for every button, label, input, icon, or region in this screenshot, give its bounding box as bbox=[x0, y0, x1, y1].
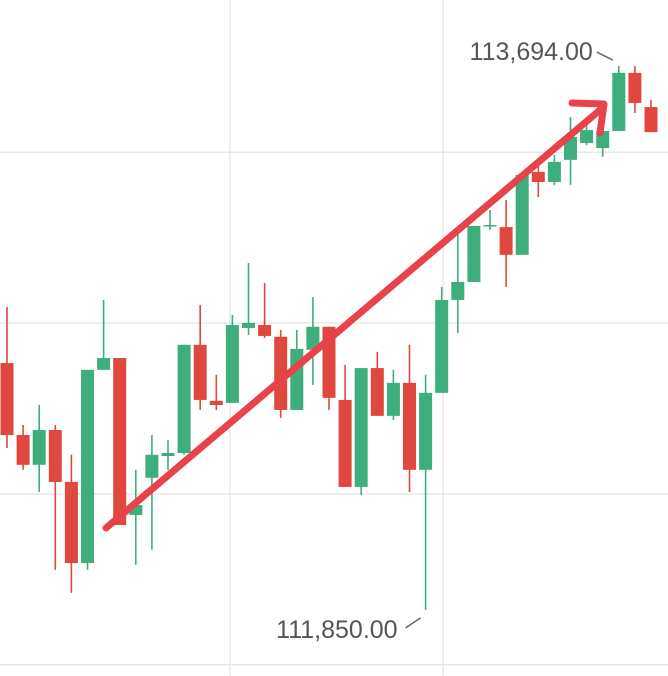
candle-body bbox=[145, 454, 159, 478]
candle-body bbox=[97, 358, 111, 370]
candle-body bbox=[306, 326, 320, 350]
candle-body bbox=[177, 344, 191, 454]
candle-body bbox=[193, 344, 207, 400]
candle-body bbox=[531, 171, 545, 182]
arrow-shaft bbox=[102, 106, 604, 532]
candle-body bbox=[467, 225, 481, 282]
annotation-leader bbox=[596, 51, 614, 61]
candle-body bbox=[612, 72, 626, 131]
annotation-leader bbox=[405, 617, 422, 629]
candle-body bbox=[16, 435, 30, 465]
candle-body bbox=[451, 281, 465, 300]
candle-body bbox=[499, 227, 513, 255]
candle-body bbox=[161, 453, 175, 456]
candle-body bbox=[419, 392, 433, 470]
candle-body bbox=[258, 325, 272, 336]
candle-body bbox=[113, 358, 127, 525]
candle-body bbox=[0, 363, 14, 436]
candle-body bbox=[435, 299, 449, 393]
candle-body bbox=[242, 322, 255, 328]
annotations: 113,694.00 111,850.00 bbox=[276, 38, 614, 644]
candle-body bbox=[644, 107, 658, 133]
candle-body bbox=[209, 400, 223, 405]
trend-arrow bbox=[102, 99, 608, 532]
candle-body bbox=[290, 348, 304, 410]
candle-body bbox=[48, 430, 62, 482]
candle-body bbox=[547, 161, 561, 182]
grid bbox=[0, 151, 668, 666]
candle-body bbox=[354, 368, 368, 487]
annotation-label: 111,850.00 bbox=[276, 616, 397, 644]
candle-body bbox=[225, 325, 239, 403]
candle-body bbox=[32, 430, 46, 465]
candle-body bbox=[483, 225, 497, 227]
candle-body bbox=[370, 368, 384, 416]
candle-body bbox=[403, 382, 416, 470]
candle-body bbox=[129, 504, 143, 515]
annotation-label: 113,694.00 bbox=[470, 38, 593, 66]
candle-body bbox=[515, 174, 529, 255]
candle-body bbox=[338, 399, 352, 487]
candle-body bbox=[628, 72, 642, 103]
candles bbox=[0, 66, 658, 610]
candle-body bbox=[81, 369, 94, 564]
candle-body bbox=[564, 136, 577, 160]
arrow-head bbox=[568, 99, 608, 137]
candle-body bbox=[64, 481, 78, 564]
candle-body bbox=[386, 382, 400, 416]
candle-body bbox=[580, 130, 594, 144]
candle-body bbox=[274, 336, 288, 410]
